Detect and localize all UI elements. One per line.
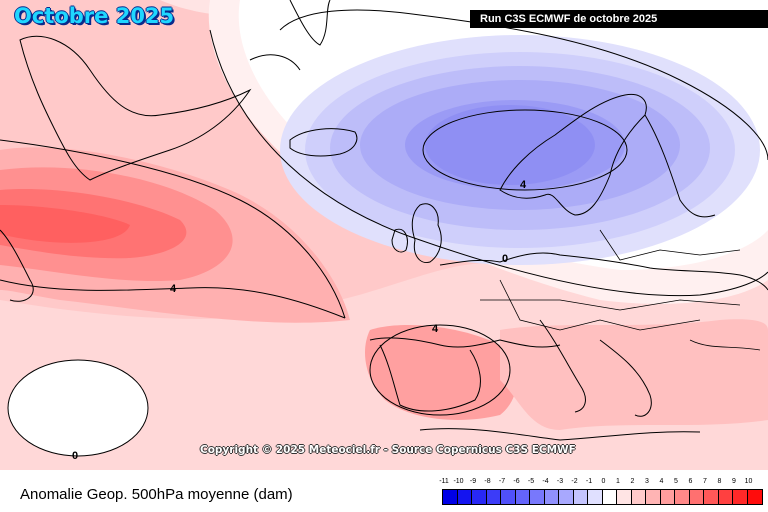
- ireland: [391, 228, 408, 253]
- legend-swatch: [573, 490, 588, 504]
- legend-value: -11: [439, 478, 449, 485]
- country-borders-2: [499, 279, 701, 331]
- legend-value: -10: [453, 478, 464, 485]
- pos-anomaly-core: [0, 205, 130, 243]
- legend-value: 8: [717, 478, 722, 485]
- legend-value: -2: [571, 478, 578, 485]
- legend-swatch: [559, 490, 574, 504]
- legend-value: 6: [688, 478, 693, 485]
- legend-swatch: [675, 490, 690, 504]
- footer: Anomalie Geop. 500hPa moyenne (dam) -11-…: [0, 470, 768, 512]
- contour-0: [209, 29, 768, 297]
- legend-swatch: [544, 490, 559, 504]
- legend-swatch: [588, 490, 603, 504]
- north-africa-coast: [419, 428, 701, 441]
- run-label: Run C3S ECMWF de octobre 2025: [470, 10, 768, 28]
- great-britain: [411, 203, 442, 264]
- legend-swatch: [660, 490, 675, 504]
- iceland: [289, 128, 358, 157]
- legend-swatch: [515, 490, 530, 504]
- iberia: [379, 344, 481, 412]
- legend-value: -3: [556, 478, 564, 485]
- legend-value: -7: [498, 478, 506, 485]
- legend-swatch: [602, 490, 617, 504]
- pos-anomaly-iberia: [365, 325, 517, 420]
- legend-swatch: [472, 490, 487, 504]
- black-sea-coast: [689, 339, 761, 351]
- legend-value: -4: [542, 478, 549, 485]
- legend-value: -1: [585, 478, 593, 485]
- contour-4-atlantic-north: [0, 139, 346, 319]
- scandinavia: [499, 93, 647, 216]
- legend-swatch: [486, 490, 501, 504]
- legend-swatch: [689, 490, 704, 504]
- legend-value: 9: [732, 478, 736, 485]
- contour-label-scandinavia: 4: [520, 179, 527, 191]
- contour-label-iberia: 4: [432, 323, 439, 335]
- greenland-coast: [19, 35, 252, 181]
- legend-value: 4: [659, 478, 664, 485]
- legend-color-scale: [442, 489, 763, 505]
- legend-swatch: [501, 490, 516, 504]
- svalbard-area: [289, 0, 331, 46]
- variable-label: Anomalie Geop. 500hPa moyenne (dam): [20, 486, 293, 503]
- copyright-notice: Copyright © 2025 Meteociel.fr - Source C…: [200, 444, 576, 456]
- legend-swatch: [457, 490, 472, 504]
- map-canvas: 4 4 4 0 0: [0, 0, 768, 470]
- legend-value: -5: [527, 478, 535, 485]
- zero-contour-southwest: [7, 359, 149, 457]
- legend-swatch: [530, 490, 545, 504]
- legend-swatch: [631, 490, 646, 504]
- legend-value: 3: [645, 478, 649, 485]
- country-borders-3: [599, 229, 741, 261]
- balkans: [599, 339, 652, 417]
- legend-value: 0: [601, 478, 606, 485]
- contour-minus4: [422, 109, 628, 191]
- legend-swatch: [733, 490, 748, 504]
- legend-value: 7: [703, 478, 707, 485]
- legend-value: -8: [484, 478, 491, 485]
- legend-value: 1: [616, 478, 620, 485]
- europe-north-coast: [439, 252, 768, 291]
- greenland-northeast: [249, 54, 301, 71]
- legend-swatch: [646, 490, 661, 504]
- neg-anomaly-core: [425, 105, 595, 185]
- legend-swatch: [704, 490, 719, 504]
- legend-swatch: [747, 490, 762, 504]
- legend-value: 2: [630, 478, 635, 485]
- contour-4-iberia: [369, 324, 511, 416]
- legend-value: -9: [469, 478, 477, 485]
- country-borders-1: [480, 299, 741, 311]
- labrador-coast: [0, 229, 34, 302]
- pos-anomaly-east-med: [500, 319, 768, 430]
- pyrenees-alps-line: [369, 337, 561, 348]
- map-title: Octobre 2025: [14, 4, 175, 28]
- contour-0-north: [279, 9, 768, 161]
- contour-4-atlantic: [0, 279, 346, 319]
- legend-value: 10: [744, 478, 753, 485]
- legend-swatch: [443, 490, 458, 504]
- legend-swatch: [718, 490, 733, 504]
- legend-swatch: [617, 490, 632, 504]
- legend-value: 5: [674, 478, 678, 485]
- contour-label-atlantic: 4: [170, 283, 177, 295]
- contour-label-zero-southwest: 0: [72, 450, 78, 462]
- anomaly-map: 4 4 4 0 0 Octobre 2025 Run C3S ECMWF de …: [0, 0, 768, 470]
- italy: [539, 319, 586, 413]
- finland-border: [644, 114, 716, 218]
- legend-value: -6: [513, 478, 520, 485]
- contour-label-zero-europe: 0: [502, 253, 508, 265]
